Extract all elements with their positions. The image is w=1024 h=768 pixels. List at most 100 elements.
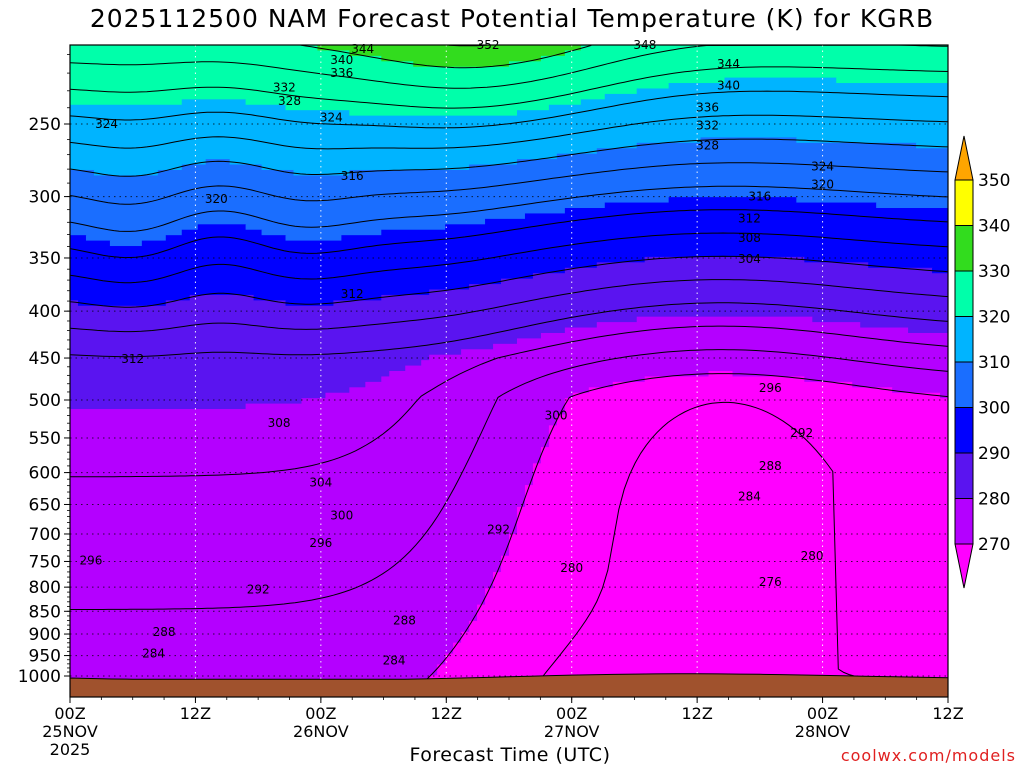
x-date-label: 26NOV [293, 722, 349, 741]
colorbar-segment [954, 179, 974, 226]
isentrope-304 [70, 232, 948, 284]
y-axis: 250 300 350 400 450 500 550 600 650 700 750 800 850 9… [18, 54, 70, 687]
contour-label: 276 [759, 575, 782, 589]
contour-fill-cell [516, 506, 948, 513]
contour-fill-cell [70, 392, 327, 399]
y-tick-label: 350 [29, 249, 61, 269]
y-tick-label: 600 [29, 464, 61, 484]
contour-label: 320 [205, 192, 228, 206]
contour-fill-cell [516, 517, 948, 524]
contour-fill-cell [700, 137, 797, 144]
contour-fill-cell [181, 164, 263, 171]
contour-fill-cell [70, 539, 510, 546]
colorbar-segment [954, 225, 974, 272]
contour-fill-cell [540, 447, 948, 454]
contour-fill-cell [70, 110, 350, 117]
contour-label: 288 [393, 614, 416, 628]
contour-fill-cell [70, 267, 566, 274]
contour-fill-cell [381, 294, 948, 301]
isentrope-324 [70, 114, 948, 150]
contour-fill-cell [477, 604, 948, 611]
contour-fill-cell [453, 648, 948, 655]
contour-fill-cell [596, 322, 861, 329]
contour-fill-cell [70, 294, 191, 301]
contour-fill-cell [516, 110, 948, 117]
contour-fill-cell [612, 381, 853, 388]
contour-label: 280 [801, 549, 824, 563]
colorbar-bottom-arrow [954, 543, 974, 589]
contour-fill-cell [540, 332, 948, 339]
contour-fill-cell [604, 93, 948, 100]
contour-fill-cell [548, 441, 948, 448]
isentrope-312 [70, 185, 948, 232]
contour-fill-cell [70, 387, 350, 394]
contour-fill-cell [70, 550, 510, 557]
contour-label: 300 [545, 409, 568, 423]
x-tick-label: 00Z [807, 704, 838, 723]
contour-fill-cell [540, 452, 948, 459]
contour-fill-cell [70, 376, 382, 383]
contour-fill-cell [836, 77, 948, 84]
contour-label: 312 [121, 352, 144, 366]
contour-fill-cell [261, 229, 382, 236]
x-date-label: 25NOV [42, 722, 98, 741]
contour-fill-cell [532, 468, 948, 475]
isentrope-316 [70, 162, 948, 205]
contour-fill-cell [285, 235, 342, 242]
contour-fill-cell [70, 398, 303, 405]
chart-title: 2025112500 NAM Forecast Potential Temper… [89, 4, 935, 33]
isentrope-336 [70, 45, 948, 89]
contour-fill-cell [365, 381, 614, 388]
contour-fill-cell [516, 512, 948, 519]
contour-fill-cell [540, 457, 948, 464]
contour-fill-cell [70, 403, 247, 410]
colorbar-segment [954, 498, 974, 545]
contour-fill-cell [70, 164, 183, 171]
y-tick-label: 500 [29, 391, 61, 411]
contour-fill-cell [70, 555, 502, 562]
contour-fill-cell [812, 316, 948, 323]
contour-fill-cell [205, 159, 231, 166]
y-tick-label: 850 [29, 602, 61, 622]
contour-fill-cell [509, 61, 948, 68]
contour-label: 324 [811, 159, 834, 173]
contour-fill-cell [70, 436, 550, 443]
contour-fill-cell [596, 148, 948, 155]
contour-fill-cell [157, 169, 295, 176]
contour-fill-cell [70, 343, 494, 350]
x-tick-label: 12Z [180, 704, 211, 723]
contour-fill-cell [70, 208, 566, 215]
contour-fill-cell [564, 409, 948, 416]
contour-label: 284 [738, 489, 761, 503]
contour-fill-cell [532, 463, 948, 470]
contour-fill-cell [70, 506, 518, 513]
colorbar-label: 290 [978, 444, 1010, 464]
contour-fill-cell [70, 360, 422, 367]
contour-fill-cell [325, 392, 574, 399]
contour-fill-cell [70, 658, 446, 665]
contour-fill-cell [572, 392, 941, 399]
contour-fill-cell [868, 262, 948, 269]
contour-fill-cell [70, 246, 948, 253]
x-tick-label: 00Z [305, 704, 336, 723]
contour-fill-cell [580, 45, 948, 52]
contour-label: 304 [738, 252, 761, 266]
contour-fill-cell [70, 311, 948, 318]
contour-fill-cell [70, 490, 526, 497]
isentrope-292 [70, 302, 948, 358]
filled-contours [70, 45, 948, 697]
contour-fill-cell [461, 631, 948, 638]
contour-label: 292 [487, 522, 510, 536]
contour-fill-cell [70, 648, 454, 655]
contour-label: 332 [696, 119, 719, 133]
contour-fill-cell [70, 338, 518, 345]
contour-fill-cell [524, 485, 948, 492]
colorbar-segment [954, 452, 974, 499]
contour-label: 308 [738, 231, 761, 245]
contour-fill-cell [70, 599, 486, 606]
contour-fill-cell [70, 604, 478, 611]
y-tick-label: 450 [29, 349, 61, 369]
isentrope-300 [70, 255, 948, 308]
